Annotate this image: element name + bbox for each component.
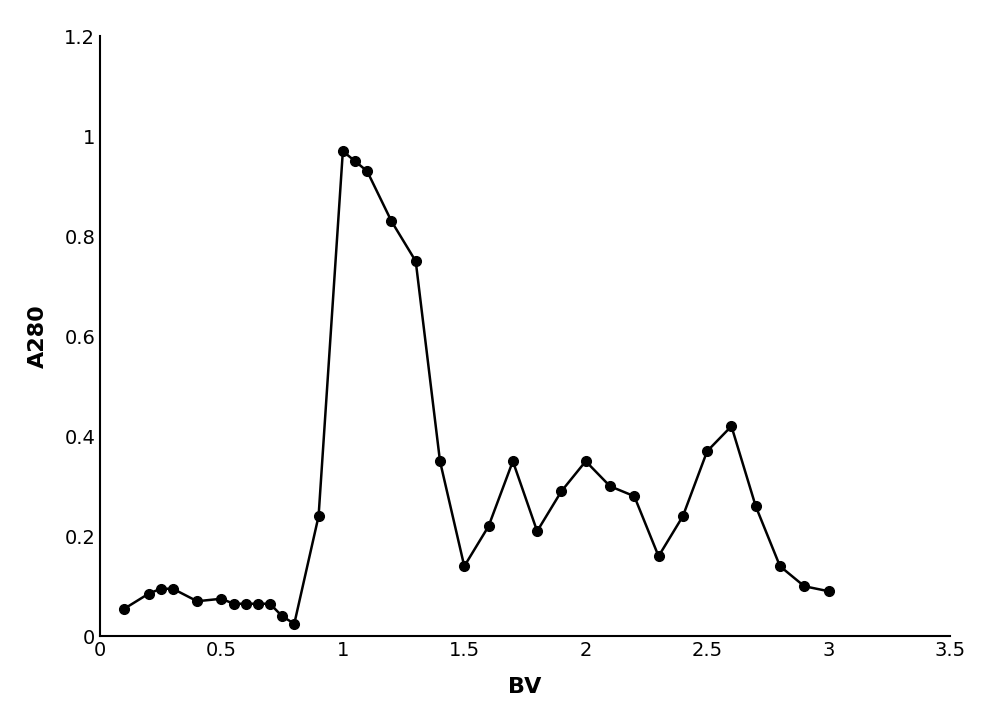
X-axis label: BV: BV	[508, 677, 542, 697]
Y-axis label: A280: A280	[27, 304, 47, 368]
